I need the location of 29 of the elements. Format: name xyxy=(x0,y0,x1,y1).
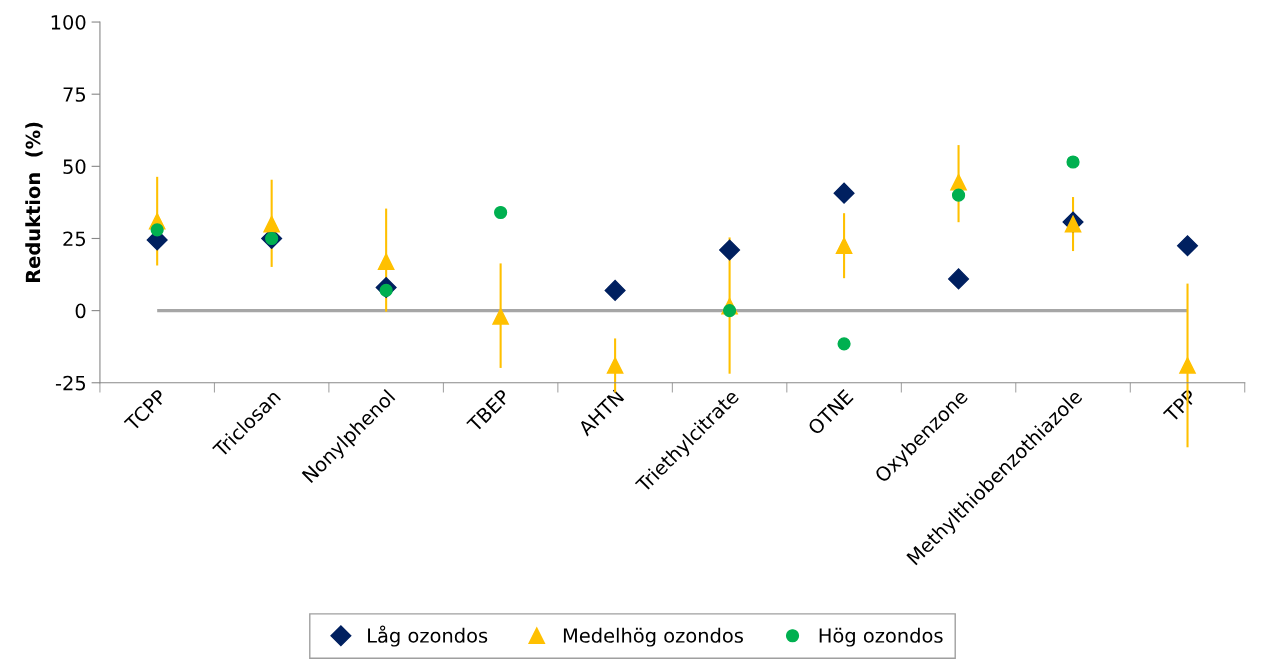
point xyxy=(719,239,741,261)
point xyxy=(150,223,164,237)
point xyxy=(1179,357,1196,374)
point xyxy=(604,279,626,301)
point xyxy=(263,215,280,233)
point xyxy=(951,188,966,202)
x-tick-label: TPP xyxy=(1162,388,1198,424)
y-tick-label: 25 xyxy=(63,231,86,247)
point xyxy=(835,237,853,255)
y-tick-label: 75 xyxy=(63,87,86,102)
legend-label: Hög ozondos xyxy=(819,627,943,647)
point xyxy=(837,337,851,351)
y-tick-label: 0 xyxy=(75,303,86,319)
point xyxy=(492,308,509,325)
legend-label: Medelhög ozondos xyxy=(563,627,743,647)
point xyxy=(722,304,737,318)
point xyxy=(1177,235,1199,257)
point xyxy=(1066,155,1080,169)
point xyxy=(494,205,508,220)
y-tick-label: 100 xyxy=(51,15,86,30)
point xyxy=(606,357,624,374)
point xyxy=(948,268,970,290)
y-axis-title: Reduktion (%) xyxy=(25,122,43,283)
y-tick-label: 50 xyxy=(63,159,86,174)
y-tick-label: -25 xyxy=(55,375,86,391)
point xyxy=(377,253,395,270)
legend-label: Låg ozondos xyxy=(368,625,488,647)
point xyxy=(833,182,855,204)
point xyxy=(950,173,967,191)
